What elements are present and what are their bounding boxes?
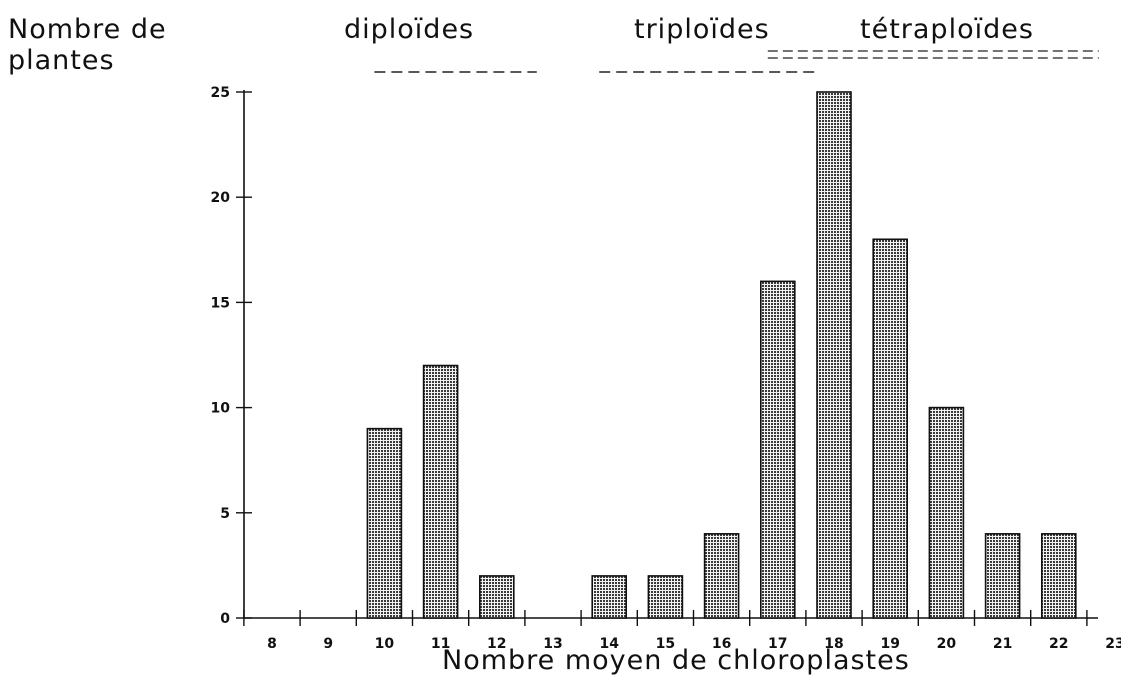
x-tick-label-16: 16 (712, 636, 731, 652)
bar-15 (647, 575, 684, 619)
bars (366, 91, 1077, 619)
y-tick-label-15: 15 (211, 295, 230, 311)
bar-19 (872, 238, 909, 619)
y-tick-label-0: 0 (220, 611, 230, 627)
group-label-diploides: diploïdes (344, 14, 475, 45)
bar-18 (816, 91, 852, 619)
x-tick-label-15: 15 (656, 636, 675, 652)
x-tick-label-22: 22 (1049, 636, 1068, 652)
ticks: 0 5 10 15 20 25 8 9 10 11 12 13 14 15 16 17 18 19 20 21 22 23 (211, 85, 1121, 652)
x-tick-label-8: 8 (267, 636, 277, 652)
bar-22 (1041, 533, 1077, 619)
x-tick-label-13: 13 (543, 636, 562, 652)
group-label-tetraploides: tétraploïdes (860, 14, 1034, 45)
bar-11 (422, 364, 459, 619)
bar-16 (703, 533, 740, 619)
x-tick-label-19: 19 (880, 636, 899, 652)
x-tick-label-14: 14 (599, 636, 619, 652)
x-tick-label-9: 9 (323, 636, 333, 652)
y-tick-label-5: 5 (220, 506, 230, 522)
bar-21 (984, 533, 1021, 619)
y-tick-label-25: 25 (211, 85, 230, 101)
x-tick-label-10: 10 (375, 636, 395, 652)
x-axis-label: Nombre moyen de chloroplastes (442, 645, 910, 676)
bar-20 (928, 406, 965, 619)
group-label-triploides: triploïdes (634, 14, 770, 45)
x-tick-label-21: 21 (993, 636, 1012, 652)
bar-17 (759, 280, 796, 619)
x-tick-label-11: 11 (431, 636, 450, 652)
x-tick-label-18: 18 (824, 636, 843, 652)
x-tick-label-23: 23 (1105, 636, 1121, 652)
group-underlines (374, 50, 1099, 73)
bar-12 (478, 575, 515, 619)
x-tick-label-12: 12 (487, 636, 506, 652)
y-axis-label: Nombre de plantes (8, 14, 167, 76)
x-tick-label-20: 20 (937, 636, 957, 652)
y-tick-label-10: 10 (211, 401, 231, 417)
bar-14 (591, 575, 628, 619)
y-tick-label-20: 20 (211, 190, 231, 206)
y-axis-label-line-2: plantes (8, 45, 115, 76)
bar-10 (366, 427, 403, 619)
y-axis-label-line-1: Nombre de (8, 14, 167, 45)
x-tick-label-17: 17 (768, 636, 787, 652)
